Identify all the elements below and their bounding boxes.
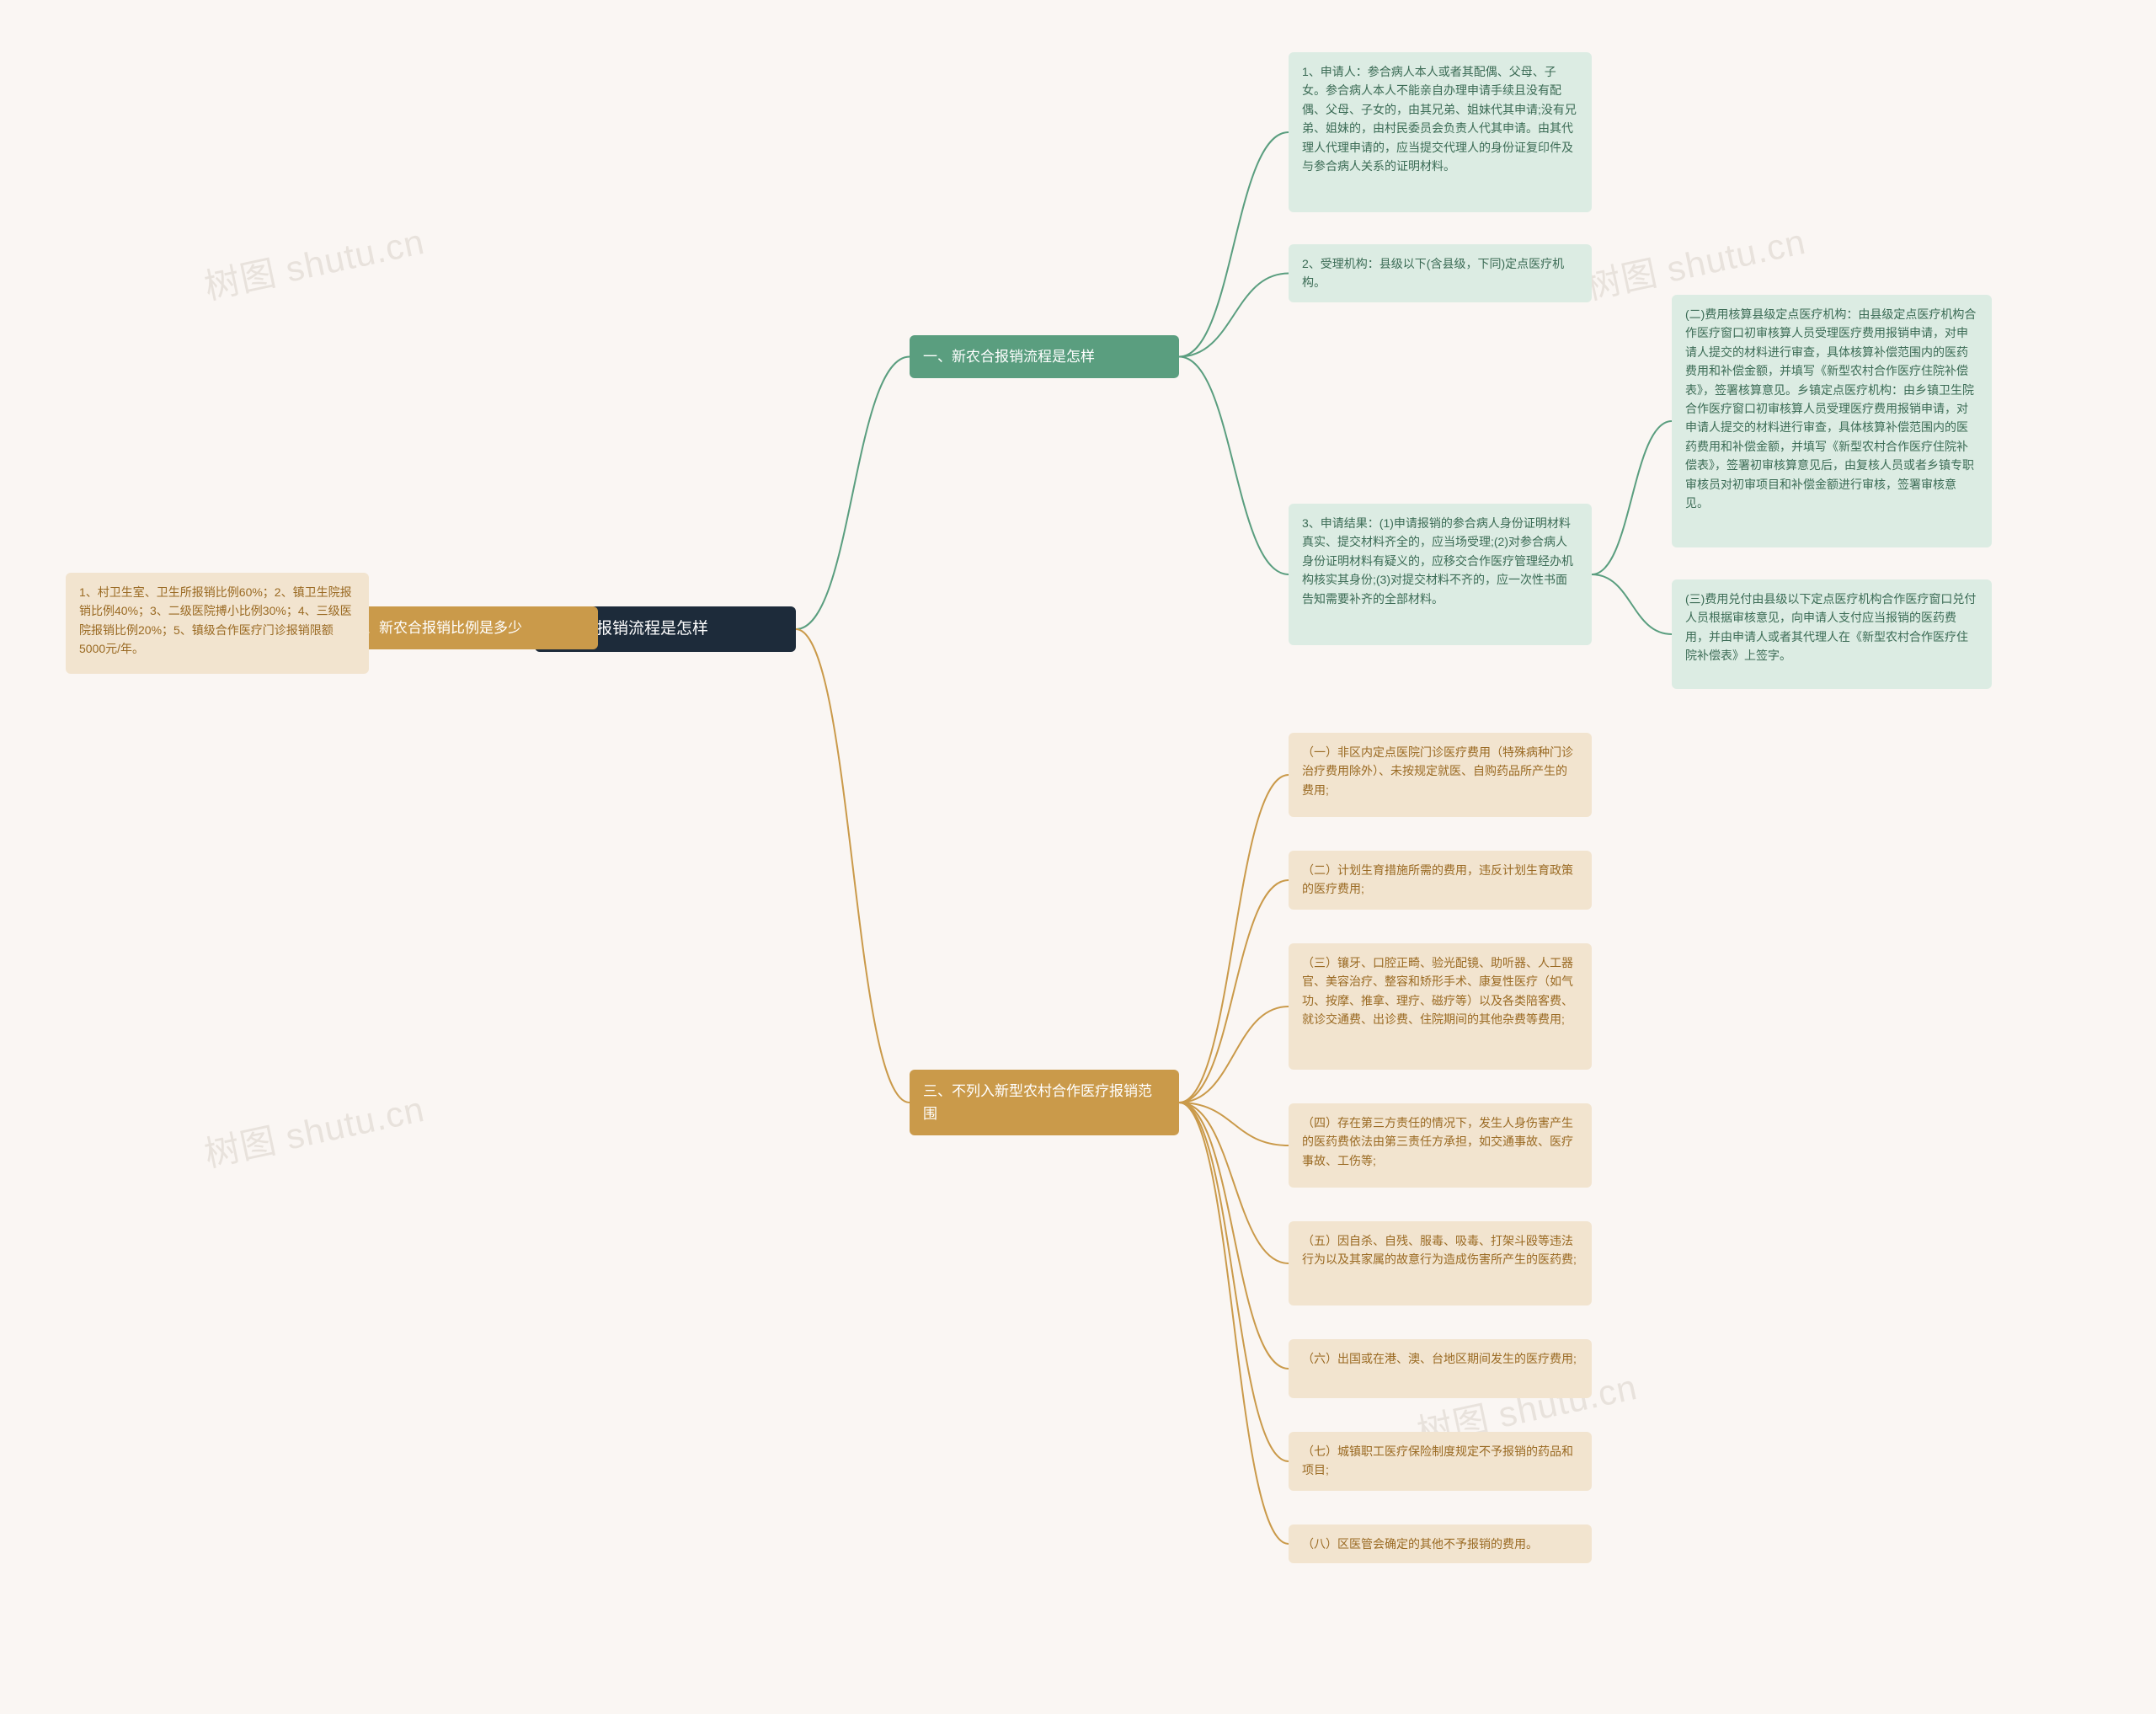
edge-b1-n1_3	[1179, 357, 1289, 575]
node-b3[interactable]: 三、不列入新型农村合作医疗报销范围	[910, 1070, 1179, 1135]
edge-root-b1	[796, 357, 910, 630]
node-n3_6[interactable]: （六）出国或在港、澳、台地区期间发生的医疗费用;	[1289, 1339, 1592, 1398]
mindmap-canvas: 树图 shutu.cn树图 shutu.cn树图 shutu.cn树图 shut…	[0, 0, 2156, 1714]
edge-b1-n1_2	[1179, 274, 1289, 357]
node-n3_1[interactable]: （一）非区内定点医院门诊医疗费用（特殊病种门诊治疗费用除外）、未按规定就医、自购…	[1289, 733, 1592, 817]
node-n1_3a[interactable]: (二)费用核算县级定点医疗机构：由县级定点医疗机构合作医疗窗口初审核算人员受理医…	[1672, 295, 1992, 547]
edge-b3-n3_1	[1179, 775, 1289, 1103]
edge-n1_3-n1_3a	[1592, 421, 1672, 574]
node-n3_3[interactable]: （三）镶牙、口腔正畸、验光配镜、助听器、人工器官、美容治疗、整容和矫形手术、康复…	[1289, 943, 1592, 1070]
edge-b3-n3_8	[1179, 1103, 1289, 1544]
node-n1_3[interactable]: 3、申请结果：(1)申请报销的参合病人身份证明材料真实、提交材料齐全的，应当场受…	[1289, 504, 1592, 645]
node-n2_1[interactable]: 1、村卫生室、卫生所报销比例60%；2、镇卫生院报销比例40%；3、二级医院搏小…	[66, 573, 369, 674]
watermark-2: 树图 shutu.cn	[200, 1081, 429, 1177]
edge-n1_3-n1_3b	[1592, 574, 1672, 634]
edge-b3-n3_5	[1179, 1103, 1289, 1263]
edge-b3-n3_7	[1179, 1103, 1289, 1461]
node-n3_4[interactable]: （四）存在第三方责任的情况下，发生人身伤害产生的医药费依法由第三责任方承担，如交…	[1289, 1103, 1592, 1188]
node-n1_2[interactable]: 2、受理机构：县级以下(含县级，下同)定点医疗机构。	[1289, 244, 1592, 302]
edge-b3-n3_6	[1179, 1103, 1289, 1369]
node-n1_1[interactable]: 1、申请人：参合病人本人或者其配偶、父母、子女。参合病人本人不能亲自办理申请手续…	[1289, 52, 1592, 212]
node-n3_5[interactable]: （五）因自杀、自残、服毒、吸毒、打架斗殴等违法行为以及其家属的故意行为造成伤害所…	[1289, 1221, 1592, 1306]
node-n3_2[interactable]: （二）计划生育措施所需的费用，违反计划生育政策的医疗费用;	[1289, 851, 1592, 910]
edge-b3-n3_4	[1179, 1103, 1289, 1145]
node-b1[interactable]: 一、新农合报销流程是怎样	[910, 335, 1179, 378]
watermark-0: 树图 shutu.cn	[200, 213, 429, 310]
edge-b1-n1_1	[1179, 132, 1289, 357]
node-b2[interactable]: 二、新农合报销比例是多少	[337, 606, 598, 649]
node-n3_8[interactable]: （八）区医管会确定的其他不予报销的费用。	[1289, 1524, 1592, 1563]
edge-b3-n3_2	[1179, 880, 1289, 1103]
connector-layer	[0, 0, 2156, 1714]
node-n3_7[interactable]: （七）城镇职工医疗保险制度规定不予报销的药品和项目;	[1289, 1432, 1592, 1491]
edge-b3-n3_3	[1179, 1007, 1289, 1103]
node-n1_3b[interactable]: (三)费用兑付由县级以下定点医疗机构合作医疗窗口兑付人员根据审核意见，向申请人支…	[1672, 579, 1992, 689]
edge-root-b3	[796, 629, 910, 1103]
